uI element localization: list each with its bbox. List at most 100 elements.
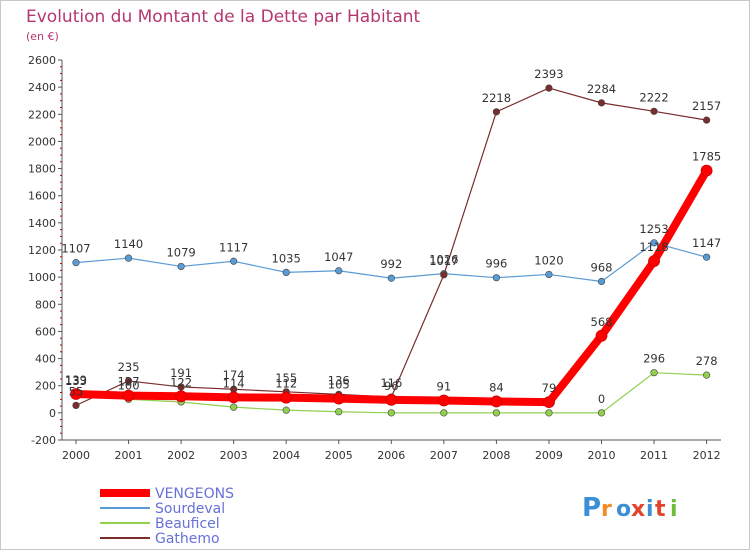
chart-title: Evolution du Montant de la Dette par Hab… [26,7,421,27]
data-label-gathemo: 155 [275,371,297,385]
y-tick-label: 2200 [28,108,56,121]
y-tick-label: 2400 [28,81,56,94]
y-tick-label: 200 [35,380,56,393]
data-point-beauficel [702,371,711,379]
data-point-gathemo [124,377,133,385]
data-label-gathemo: 55 [69,384,84,398]
data-point-vengeons [595,329,608,342]
data-point-sourdeval [230,257,238,265]
data-label-beauficel: 296 [643,352,665,366]
logo-letter: i [670,497,678,522]
data-label-vengeons: 96 [384,379,399,393]
data-point-sourdeval [124,254,133,262]
y-tick-label: 1600 [28,190,56,203]
data-point-vengeons [543,396,555,409]
legend-label-vengeons: VENGEONS [155,486,234,502]
y-tick-label: 1400 [28,217,56,230]
data-point-gathemo [650,107,658,115]
x-tick-label: 2009 [535,449,563,462]
data-label-sourdeval: 996 [485,257,507,271]
data-label-vengeons: 105 [328,378,350,392]
data-label-beauficel: 278 [696,354,718,368]
data-point-sourdeval [177,262,185,271]
data-label-sourdeval: 1047 [324,250,353,264]
data-point-vengeons [122,389,135,402]
y-tick-label: 800 [35,298,56,311]
y-tick-label: 2000 [28,135,56,148]
data-point-vengeons [385,393,398,406]
data-point-sourdeval [335,267,343,275]
data-label-sourdeval: 1035 [272,251,301,265]
series-layer [70,84,713,417]
x-tick-label: 2012 [693,449,721,462]
data-point-vengeons [700,164,713,177]
y-tick-label: 400 [35,353,56,366]
data-label-gathemo: 2284 [587,82,616,96]
x-tick-label: 2003 [220,449,248,462]
data-point-sourdeval [545,270,553,279]
legend-label-sourdeval: Sourdeval [155,501,225,517]
data-label-sourdeval: 1253 [639,222,668,236]
data-point-vengeons [437,394,450,407]
x-tick-label: 2006 [377,449,405,462]
data-label-gathemo: 136 [328,373,350,387]
data-point-vengeons [227,391,240,404]
data-point-vengeons [70,388,82,400]
data-point-sourdeval [597,277,606,286]
y-tick-label: 0 [49,407,56,420]
data-point-sourdeval [387,274,395,282]
y-tick-label: 600 [35,325,56,338]
x-tick-label: 2007 [430,449,458,462]
logo-letter: t [655,497,666,522]
chart-subtitle: (en €) [26,30,59,43]
logo-letter: o [616,497,631,522]
data-point-gathemo [702,116,711,124]
data-label-sourdeval: 1107 [61,242,90,256]
logo-letter: r [601,497,612,522]
data-label-sourdeval: 968 [591,260,613,274]
x-tick-label: 2004 [272,449,300,462]
data-label-vengeons: 568 [591,315,613,329]
y-tick-label: 2600 [28,54,56,67]
data-point-gathemo [72,401,80,409]
data-point-beauficel [387,409,395,417]
data-label-vengeons: 1785 [692,150,721,164]
data-point-beauficel [545,409,553,417]
data-label-gathemo: 2222 [639,90,668,104]
data-point-vengeons [175,390,188,403]
data-point-sourdeval [650,239,658,247]
data-label-gathemo: 116 [380,376,402,390]
data-label-beauficel: 0 [598,392,605,406]
data-point-sourdeval [72,259,80,267]
y-tick-label: 1800 [28,163,56,176]
logo-letter: i [646,497,654,522]
data-label-vengeons: 127 [118,375,140,389]
data-label-vengeons: 84 [489,380,504,394]
data-label-gathemo: 2393 [534,67,563,81]
x-tick-label: 2010 [588,449,616,462]
data-label-gathemo: 1017 [429,254,458,268]
data-label-sourdeval: 992 [380,257,402,271]
data-point-vengeons [280,391,293,404]
axes: -200020040060080010001200140016001800200… [28,54,721,462]
data-point-beauficel [335,408,343,416]
data-label-beauficel: 100 [118,378,140,392]
data-label-sourdeval: 1140 [114,237,143,251]
data-point-gathemo [440,271,448,279]
y-tick-label: 1000 [28,271,56,284]
x-tick-label: 2002 [167,449,195,462]
data-point-beauficel [492,409,501,417]
x-tick-label: 2001 [115,449,143,462]
data-point-vengeons [648,255,660,268]
data-point-gathemo [177,383,185,391]
data-point-gathemo [597,99,606,107]
data-label-vengeons: 1118 [639,240,668,254]
x-tick-label: 2005 [325,449,353,462]
legend-label-beauficel: Beauficel [155,516,220,532]
data-label-vengeons: 139 [65,373,87,387]
data-point-beauficel [282,406,290,414]
data-label-vengeons: 112 [275,377,297,391]
data-point-beauficel [440,409,448,417]
